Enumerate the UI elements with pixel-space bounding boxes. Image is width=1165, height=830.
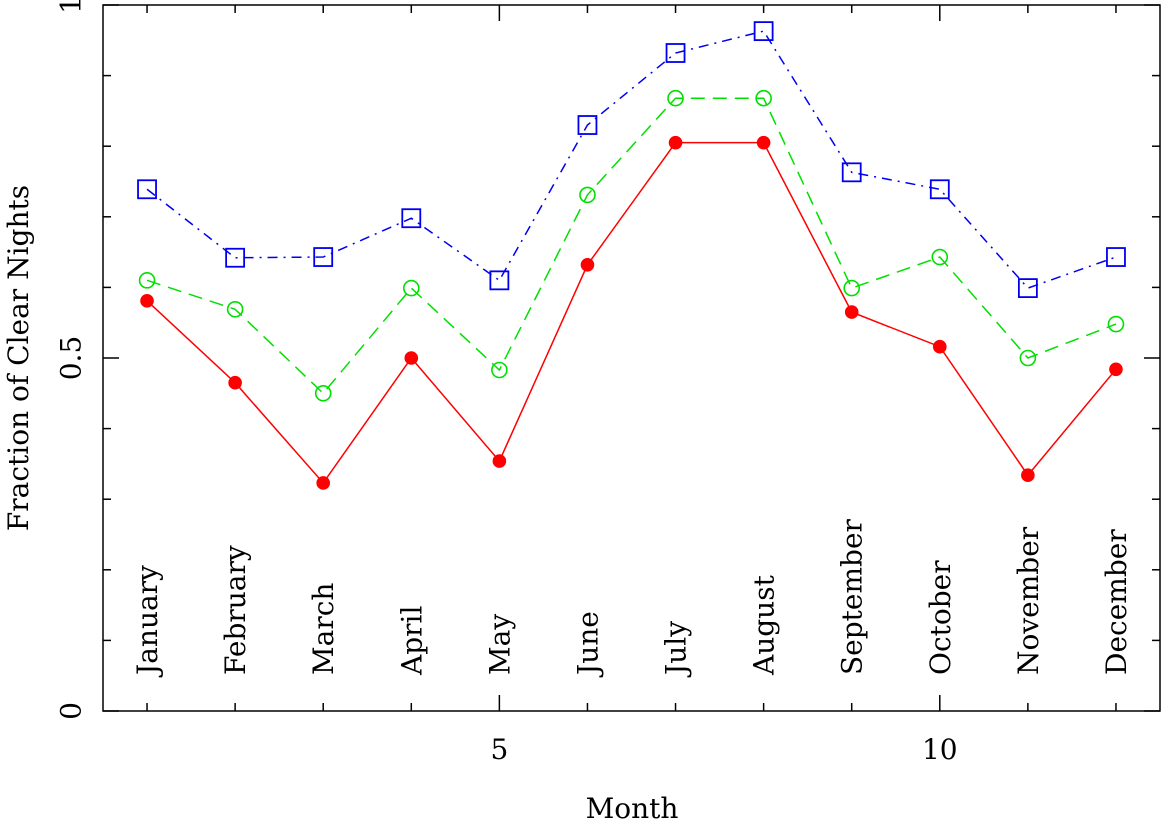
point — [314, 384, 332, 402]
point — [316, 476, 331, 490]
point — [580, 258, 595, 272]
point — [491, 361, 508, 379]
point — [841, 162, 862, 183]
month-label: June — [571, 611, 604, 678]
point — [756, 135, 771, 150]
month-label: July — [660, 621, 693, 678]
x-axis-label: Month — [586, 792, 679, 825]
point — [137, 179, 157, 200]
point — [844, 305, 859, 319]
y-tick-label: 1 — [55, 0, 88, 14]
x-tick-label: 5 — [490, 733, 508, 766]
month-label: February — [219, 545, 252, 675]
point — [579, 186, 596, 204]
point — [1107, 315, 1125, 333]
month-label: May — [483, 614, 516, 675]
point — [313, 247, 334, 267]
series-line — [146, 141, 1117, 485]
month-label: November — [1012, 526, 1045, 675]
point — [402, 279, 420, 297]
point — [228, 375, 242, 390]
month-label: September — [836, 518, 869, 675]
point — [489, 270, 510, 291]
x-tick-label: 10 — [922, 733, 958, 766]
point — [1021, 468, 1035, 482]
y-tick-label: 0.5 — [55, 336, 88, 381]
point — [140, 294, 154, 308]
month-label: October — [924, 560, 957, 675]
month-label: January — [131, 565, 164, 678]
point — [753, 21, 774, 42]
point — [226, 300, 244, 318]
point — [492, 454, 507, 468]
point — [1109, 362, 1123, 377]
month-label: March — [307, 583, 340, 675]
point — [138, 272, 156, 289]
point — [929, 179, 950, 200]
point — [755, 89, 772, 107]
month-label: August — [748, 574, 781, 676]
series-line — [146, 97, 1117, 395]
point — [667, 89, 684, 107]
point — [404, 351, 419, 365]
point — [225, 247, 246, 268]
month-label: April — [395, 606, 428, 676]
y-axis-label: Fraction of Clear Nights — [2, 185, 35, 531]
series-line — [146, 30, 1117, 289]
point — [1106, 247, 1126, 267]
point — [665, 43, 686, 63]
plot-frame — [102, 4, 1161, 712]
point — [1017, 278, 1038, 299]
point — [931, 248, 949, 266]
y-tick-label: 0 — [55, 702, 88, 720]
point — [843, 279, 861, 297]
point — [932, 339, 947, 354]
point — [1019, 349, 1037, 367]
point — [401, 208, 422, 229]
point — [577, 115, 598, 135]
month-label: December — [1100, 529, 1133, 675]
point — [668, 135, 683, 150]
